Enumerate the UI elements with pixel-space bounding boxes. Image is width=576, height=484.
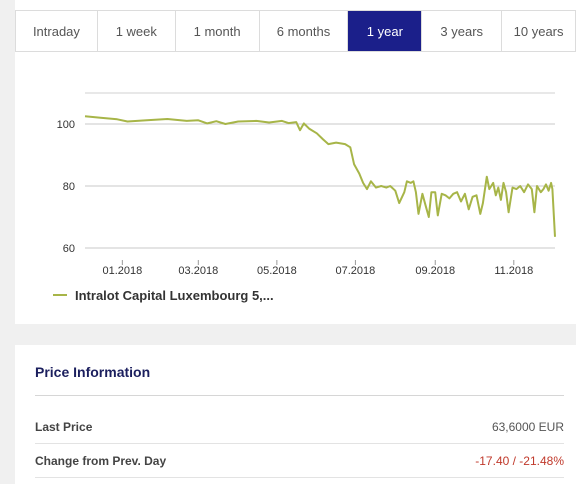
x-tick-label: 09.2018 [415, 265, 455, 277]
y-tick-label: 60 [63, 243, 75, 255]
last-price-value: 63,6000 EUR [491, 419, 564, 434]
divider [35, 395, 564, 396]
legend-label: Intralot Capital Luxembourg 5,... [75, 288, 274, 303]
last-price-row: Last Price 63,6000 EUR [35, 410, 564, 444]
x-tick-label: 03.2018 [178, 265, 218, 277]
x-tick-label: 07.2018 [336, 265, 376, 277]
price-chart: 60 80 100 01.2018 03.2018 05.2018 07.2018 09.20… [53, 92, 556, 303]
x-tick-label: 11.2018 [494, 265, 533, 277]
price-information-title: Price Information [35, 364, 151, 380]
tab-1-month[interactable]: 1 month [176, 11, 260, 51]
y-tick-label: 100 [57, 119, 75, 131]
tab-3-years[interactable]: 3 years [422, 11, 503, 51]
last-price-label: Last Price [35, 419, 93, 434]
tab-10-years[interactable]: 10 years [502, 11, 576, 51]
tab-6-months[interactable]: 6 months [260, 11, 349, 51]
series-line-0 [84, 115, 556, 237]
chart-card [15, 0, 576, 324]
timeframe-tabs: Intraday 1 week 1 month 6 months 1 year 3 yea… [15, 10, 576, 52]
x-tick-label: 05.2018 [257, 265, 297, 277]
change-row: Change from Prev. Day -17.40 / -21.48% [35, 444, 564, 478]
change-label: Change from Prev. Day [35, 453, 167, 468]
tab-intraday[interactable]: Intraday [16, 11, 98, 51]
price-information-panel: Price Information Last Price 63,6000 EUR… [15, 345, 576, 484]
y-tick-label: 80 [63, 181, 75, 193]
x-tick-label: 01.2018 [102, 265, 142, 277]
tab-1-week[interactable]: 1 week [98, 11, 176, 51]
tab-1-year[interactable]: 1 year [348, 11, 423, 51]
change-value: -17.40 / -21.48% [475, 453, 564, 468]
